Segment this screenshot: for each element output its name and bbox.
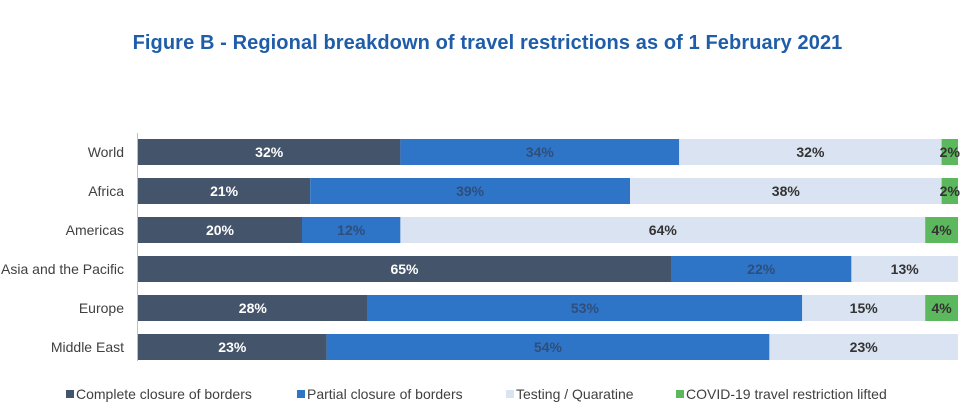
data-label-middle-east-complete-closure-of-borders: 23% (218, 339, 247, 355)
data-label-world-partial-closure-of-borders: 34% (526, 144, 555, 160)
legend: Complete closure of borders Partial closu… (66, 386, 887, 402)
category-label-middle-east: Middle East (51, 339, 124, 355)
bar-asia-and-the-pacific-testing-quaratine (851, 256, 958, 282)
data-label-americas-testing-quaratine: 64% (649, 222, 678, 238)
data-label-africa-testing-quaratine: 38% (772, 183, 801, 199)
bar-world-complete-closure-of-borders (138, 139, 401, 165)
bar-asia-and-the-pacific-partial-closure-of-borders (671, 256, 852, 282)
data-label-asia-and-the-pacific-testing-quaratine: 13% (891, 261, 920, 277)
data-label-americas-complete-closure-of-borders: 20% (206, 222, 235, 238)
data-label-asia-and-the-pacific-complete-closure-of-borders: 65% (390, 261, 419, 277)
data-label-world-testing-quaratine: 32% (796, 144, 825, 160)
bar-middle-east-testing-quaratine (769, 334, 958, 360)
category-label-europe: Europe (79, 300, 124, 316)
bar-world-testing-quaratine (679, 139, 942, 165)
legend-swatch-testing-quaratine (506, 390, 514, 398)
bar-americas-partial-closure-of-borders (302, 217, 401, 243)
bar-africa-covid-19-travel-restriction-lifted (941, 178, 958, 204)
legend-swatch-complete-closure-of-borders (66, 390, 74, 398)
data-label-middle-east-partial-closure-of-borders: 54% (534, 339, 563, 355)
bar-americas-covid-19-travel-restriction-lifted (925, 217, 958, 243)
bar-europe-covid-19-travel-restriction-lifted (925, 295, 958, 321)
data-label-europe-complete-closure-of-borders: 28% (239, 300, 268, 316)
category-labels: World Africa Americas Asia and the Pacific E… (1, 144, 124, 355)
category-label-americas: Americas (66, 222, 124, 238)
legend-swatch-partial-closure-of-borders (297, 390, 305, 398)
data-label-europe-partial-closure-of-borders: 53% (571, 300, 600, 316)
chart-title: Figure B - Regional breakdown of travel … (132, 32, 843, 54)
data-label-asia-and-the-pacific-partial-closure-of-borders: 22% (747, 261, 776, 277)
legend-label-complete-closure-of-borders: Complete closure of borders (76, 386, 252, 402)
category-label-world: World (88, 144, 124, 160)
bar-world-covid-19-travel-restriction-lifted (941, 139, 958, 165)
bar-africa-complete-closure-of-borders (138, 178, 311, 204)
legend-label-testing-quaratine: Testing / Quaratine (516, 386, 634, 402)
legend-label-partial-closure-of-borders: Partial closure of borders (307, 386, 463, 402)
data-label-middle-east-testing-quaratine: 23% (850, 339, 879, 355)
category-label-asia-and-the-pacific: Asia and the Pacific (1, 261, 124, 277)
data-label-americas-partial-closure-of-borders: 12% (337, 222, 366, 238)
bar-europe-complete-closure-of-borders (138, 295, 368, 321)
legend-swatch-covid-19-travel-restriction-lifted (676, 390, 684, 398)
data-label-europe-covid-19-travel-restriction-lifted: 4% (931, 300, 952, 316)
bar-americas-complete-closure-of-borders (138, 217, 302, 243)
bar-europe-partial-closure-of-borders (367, 295, 803, 321)
data-label-americas-covid-19-travel-restriction-lifted: 4% (931, 222, 952, 238)
bar-europe-testing-quaratine (802, 295, 926, 321)
bar-africa-testing-quaratine (630, 178, 942, 204)
bars-group: 32% 34% 32% 2% 21% 39% 38% 2% 20% 12% 64% 4% 65% 22% 1… (138, 139, 960, 360)
data-label-africa-partial-closure-of-borders: 39% (456, 183, 485, 199)
data-label-world-covid-19-travel-restriction-lifted: 2% (940, 144, 961, 160)
bar-middle-east-complete-closure-of-borders (138, 334, 327, 360)
bar-asia-and-the-pacific-complete-closure-of-borders (138, 256, 671, 282)
bar-middle-east-partial-closure-of-borders (326, 334, 770, 360)
data-label-africa-complete-closure-of-borders: 21% (210, 183, 239, 199)
data-label-africa-covid-19-travel-restriction-lifted: 2% (940, 183, 961, 199)
bar-africa-partial-closure-of-borders (310, 178, 630, 204)
legend-label-covid-19-travel-restriction-lifted: COVID-19 travel restriction lifted (686, 386, 887, 402)
bar-world-partial-closure-of-borders (400, 139, 680, 165)
category-label-africa: Africa (88, 183, 124, 199)
bar-americas-testing-quaratine (400, 217, 926, 243)
data-label-world-complete-closure-of-borders: 32% (255, 144, 284, 160)
data-label-europe-testing-quaratine: 15% (850, 300, 879, 316)
